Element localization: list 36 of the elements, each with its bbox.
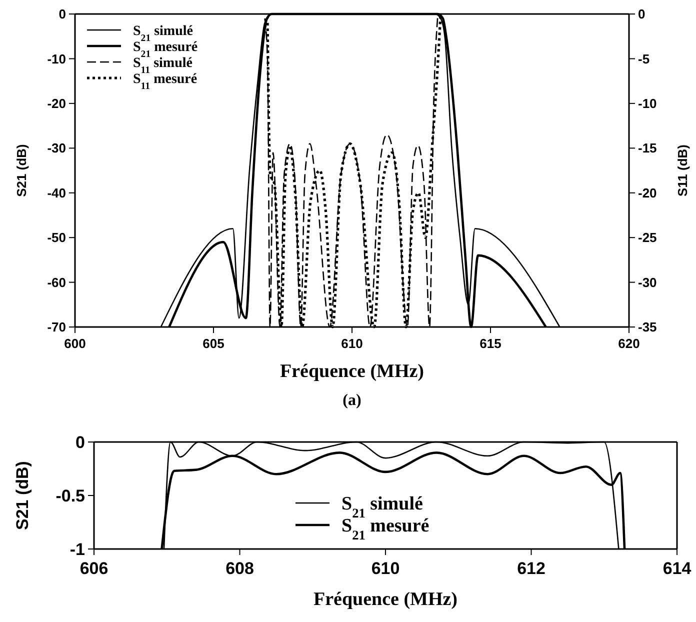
y-tick-label: -40 [47, 185, 66, 200]
legend-label: S$_{11}$ mesuré [133, 72, 198, 92]
y2-tick-label: -25 [638, 230, 657, 246]
x-tick-label: 620 [618, 336, 640, 351]
x-tick-label: 600 [64, 336, 86, 351]
y2-tick-label: -30 [638, 274, 657, 290]
y-tick-label: -10 [47, 51, 66, 66]
y2-tick-label: 0 [638, 6, 646, 22]
y-tick-label: -60 [47, 274, 66, 290]
y-tick-label: -70 [47, 320, 66, 335]
x-tick-label: 605 [202, 336, 224, 351]
y-tick-label: 0 [76, 432, 85, 452]
y-axis-title: S21 (dB) [13, 461, 32, 530]
y-axis-title: S21 (dB) [14, 144, 29, 197]
x-tick-label: 612 [517, 559, 546, 578]
y-tick-label: -0.5 [56, 486, 85, 506]
y-tick-label: -1 [70, 540, 85, 559]
y2-tick-label: -35 [638, 320, 657, 335]
y-tick-label: -50 [47, 230, 66, 246]
y-tick-label: -20 [47, 96, 66, 111]
x-tick-label: 606 [80, 559, 108, 578]
y2-axis-title: S11 (dB) [675, 144, 690, 197]
text: (a) [342, 392, 362, 409]
y2-tick-label: -15 [638, 140, 657, 156]
x-tick-label: 615 [480, 336, 502, 351]
y2-tick-label: -5 [638, 51, 650, 66]
x-tick-label: 614 [662, 559, 692, 578]
y2-tick-label: -10 [638, 96, 657, 111]
x-axis-title: Fréquence (MHz) [280, 361, 424, 382]
x-tick-label: 608 [226, 559, 254, 578]
y-tick-label: 0 [58, 6, 66, 22]
x-tick-label: 610 [341, 336, 363, 351]
x-axis-title: Fréquence (MHz) [313, 589, 458, 610]
x-tick-label: 610 [371, 559, 400, 578]
y-tick-label: -30 [47, 140, 66, 156]
y2-tick-label: -20 [638, 185, 657, 200]
